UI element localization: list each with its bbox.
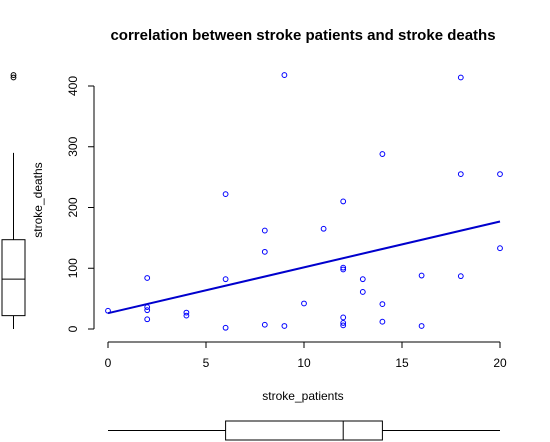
y-tick-label: 300 bbox=[66, 136, 80, 156]
regression-line bbox=[107, 220, 501, 315]
y-tick-label: 0 bbox=[66, 325, 80, 332]
data-point bbox=[497, 171, 503, 177]
x-tick-label: 5 bbox=[203, 356, 210, 370]
data-point bbox=[457, 74, 464, 81]
data-point bbox=[183, 312, 190, 319]
x-boxplot-box bbox=[225, 420, 383, 441]
data-point bbox=[261, 248, 268, 255]
data-point bbox=[418, 323, 425, 329]
y-boxplot-outlier bbox=[10, 74, 17, 81]
data-point bbox=[222, 276, 229, 283]
data-point bbox=[379, 318, 386, 325]
data-point bbox=[222, 191, 229, 198]
data-point bbox=[457, 273, 464, 280]
x-tick-label: 20 bbox=[493, 356, 507, 370]
data-point bbox=[261, 227, 268, 234]
data-point bbox=[457, 171, 464, 177]
x-axis-label: stroke_patients bbox=[262, 389, 343, 403]
data-point bbox=[320, 225, 327, 232]
data-point bbox=[379, 301, 386, 307]
data-point bbox=[379, 151, 386, 157]
data-point bbox=[340, 264, 347, 271]
data-point bbox=[144, 316, 151, 323]
data-point bbox=[301, 300, 307, 307]
data-point bbox=[222, 324, 229, 331]
marginal-boxplots bbox=[1, 72, 500, 441]
data-point bbox=[340, 266, 347, 273]
data-points bbox=[105, 72, 503, 331]
y-tick-label: 200 bbox=[66, 197, 80, 217]
y-axis-label: stroke_deaths bbox=[31, 162, 45, 237]
data-point bbox=[340, 198, 347, 205]
data-point bbox=[261, 321, 268, 328]
x-tick-label: 15 bbox=[395, 356, 409, 370]
data-point bbox=[359, 276, 366, 283]
data-point bbox=[281, 323, 288, 329]
y-boxplot-outlier bbox=[10, 72, 17, 78]
x-tick-label: 10 bbox=[297, 356, 311, 370]
data-point bbox=[359, 289, 366, 295]
chart-title: correlation between stroke patients and … bbox=[110, 27, 495, 44]
data-point bbox=[281, 72, 288, 78]
data-point bbox=[418, 272, 425, 279]
y-boxplot-box bbox=[1, 239, 26, 317]
data-point bbox=[340, 314, 347, 321]
y-tick-label: 400 bbox=[66, 76, 80, 96]
data-point bbox=[497, 245, 503, 252]
data-point bbox=[144, 275, 151, 281]
x-tick-label: 0 bbox=[105, 356, 112, 370]
y-tick-label: 100 bbox=[66, 258, 80, 278]
data-point bbox=[340, 320, 347, 326]
data-point bbox=[144, 307, 151, 314]
data-point bbox=[183, 309, 190, 316]
data-point bbox=[340, 322, 347, 329]
